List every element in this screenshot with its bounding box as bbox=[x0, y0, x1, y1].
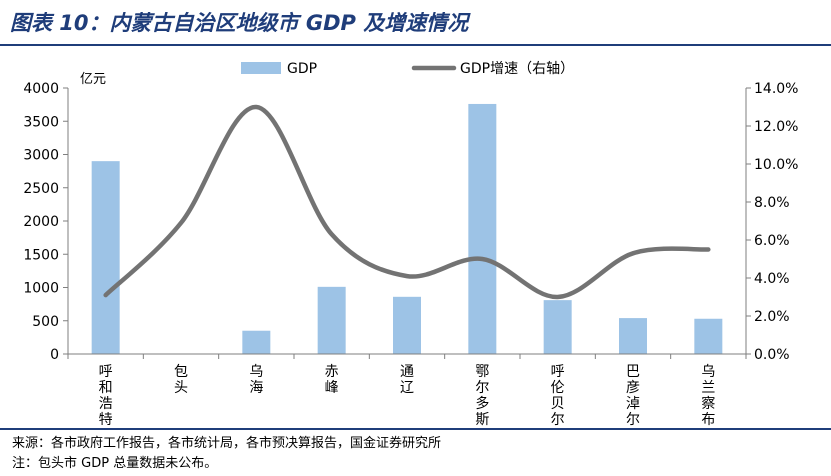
legend-label-growth: GDP增速（右轴） bbox=[460, 61, 574, 77]
gdp-bar bbox=[619, 318, 647, 354]
gdp-bar bbox=[393, 297, 421, 354]
source-note: 来源：各市政府工作报告，各市统计局，各市预决算报告，国金证券研究所 bbox=[12, 432, 441, 451]
gdp-bar bbox=[318, 287, 346, 354]
left-tick-label: 2000 bbox=[23, 214, 59, 230]
right-tick-label: 12.0% bbox=[754, 119, 798, 135]
chart: GDP GDP增速（右轴） 0 500 1000 1500 2000 2500 3000 350… bbox=[0, 46, 831, 426]
left-tick-label: 1000 bbox=[23, 281, 59, 297]
right-tick-label: 0.0% bbox=[754, 347, 790, 363]
x-tick-label: 乌兰察布 bbox=[701, 364, 715, 426]
gdp-bar bbox=[92, 161, 120, 354]
right-tick-label: 14.0% bbox=[754, 81, 798, 97]
right-tick-label: 6.0% bbox=[754, 233, 790, 249]
left-tick-label: 2500 bbox=[23, 181, 59, 197]
left-tick-label: 1500 bbox=[23, 247, 59, 263]
left-tick-label: 4000 bbox=[23, 81, 59, 97]
right-tick-label: 8.0% bbox=[754, 195, 790, 211]
left-tick-label: 500 bbox=[32, 314, 59, 330]
title-bar: 图表 10：内蒙古自治区地级市 GDP 及增速情况 bbox=[0, 0, 831, 46]
x-tick-label: 呼和浩特 bbox=[99, 364, 113, 426]
gdp-bar bbox=[694, 319, 722, 354]
left-tick-label: 3000 bbox=[23, 148, 59, 164]
x-tick-label: 赤峰 bbox=[325, 364, 339, 396]
x-tick-label: 鄂尔多斯 bbox=[475, 364, 489, 426]
legend: GDP GDP增速（右轴） bbox=[241, 61, 574, 77]
right-tick-label: 2.0% bbox=[754, 309, 790, 325]
x-tick-label: 通辽 bbox=[400, 364, 414, 396]
right-tick-label: 10.0% bbox=[754, 157, 798, 173]
growth-line bbox=[106, 107, 709, 297]
left-tick-label: 0 bbox=[50, 347, 59, 363]
left-tick-label: 3500 bbox=[23, 114, 59, 130]
x-tick-label: 巴彦淖尔 bbox=[626, 364, 640, 426]
gdp-bars bbox=[92, 104, 723, 354]
y-axis-unit-label: 亿元 bbox=[80, 72, 106, 87]
figure-title: 图表 10：内蒙古自治区地级市 GDP 及增速情况 bbox=[10, 7, 468, 37]
remark-note: 注：包头市 GDP 总量数据未公布。 bbox=[12, 452, 217, 471]
gdp-bar bbox=[242, 331, 270, 354]
right-tick-label: 4.0% bbox=[754, 271, 790, 287]
legend-label-gdp: GDP bbox=[287, 61, 317, 77]
gdp-bar bbox=[544, 300, 572, 354]
x-tick-label: 包头 bbox=[174, 364, 188, 396]
x-tick-label: 呼伦贝尔 bbox=[551, 364, 565, 426]
x-tick-label: 乌海 bbox=[249, 364, 263, 396]
legend-swatch-gdp bbox=[241, 62, 281, 74]
gdp-bar bbox=[468, 104, 496, 354]
growth-line-group bbox=[106, 107, 709, 297]
